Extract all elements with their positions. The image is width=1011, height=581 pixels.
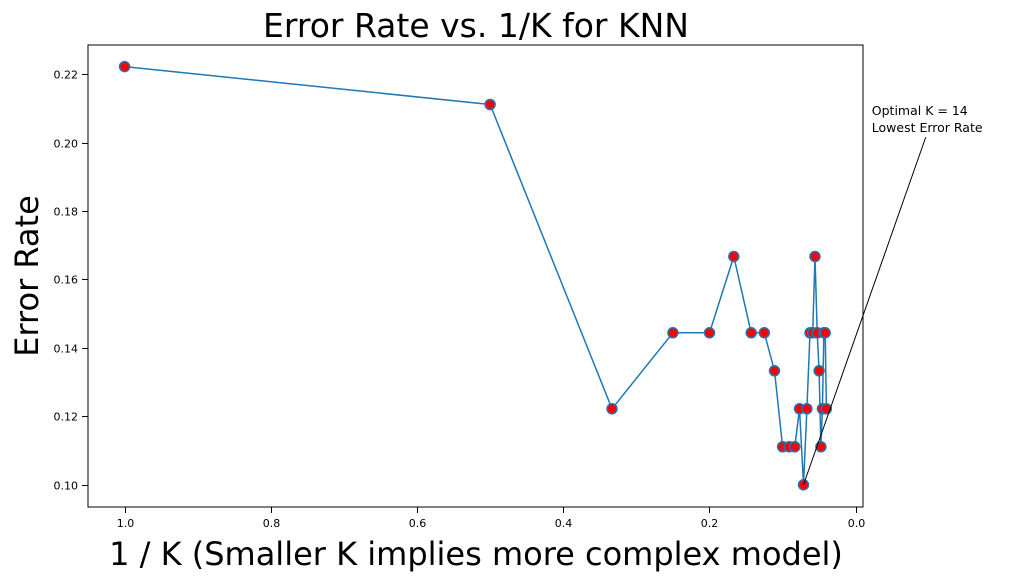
data-point: [606, 403, 618, 415]
y-tick-label: 0.20: [54, 138, 79, 151]
data-point: [789, 441, 801, 453]
y-tick-label: 0.10: [54, 480, 79, 493]
x-tick-label: 0.4: [555, 517, 573, 530]
data-point: [728, 250, 740, 263]
y-axis: 0.10 0.12 0.14 0.16 0.18 0.20 0.22: [54, 69, 88, 493]
annotation-text: Optimal K = 14: [872, 103, 968, 118]
y-axis-label: Error Rate: [8, 195, 46, 357]
x-tick-label: 0.6: [409, 517, 427, 530]
x-axis-label: 1 / K (Smaller K implies more complex mo…: [109, 535, 843, 573]
y-tick-label: 0.12: [54, 411, 79, 424]
data-point: [118, 60, 131, 73]
axes-frame: [87, 44, 864, 508]
data-point: [815, 441, 827, 453]
data-point: [703, 327, 716, 339]
data-point: [819, 327, 831, 339]
x-axis: 1.0 0.8 0.6 0.4 0.2 0.0: [117, 507, 866, 530]
x-tick-label: 0.2: [701, 517, 719, 530]
data-point: [809, 250, 821, 263]
annotation-text: Lowest Error Rate: [872, 120, 983, 135]
plot-area: 1.0 0.8 0.6 0.4 0.2 0.0 0.100.120.140.160.180…: [54, 44, 983, 530]
chart-title: Error Rate vs. 1/K for KNN: [263, 6, 689, 45]
data-point: [768, 365, 781, 377]
x-tick-label: 1.0: [117, 517, 135, 530]
data-point: [797, 479, 810, 491]
data-point: [813, 365, 825, 377]
data-point: [758, 327, 771, 339]
series-line: [124, 65, 828, 486]
y-tick-label: 0.14: [54, 343, 79, 356]
y-tick-label: 0.18: [54, 206, 79, 219]
annotation: Optimal K = 14 Lowest Error Rate: [803, 103, 983, 485]
y-tick-label: 0.22: [54, 69, 79, 82]
series-group: [118, 60, 833, 491]
data-point: [745, 327, 757, 339]
y-tick-label: 0.16: [54, 274, 79, 287]
annotation-arrow: [803, 136, 927, 485]
data-point: [484, 98, 496, 111]
data-point: [667, 327, 679, 339]
x-tick-label: 0.0: [848, 517, 866, 530]
x-tick-label: 0.8: [263, 517, 281, 530]
data-point: [801, 403, 813, 415]
